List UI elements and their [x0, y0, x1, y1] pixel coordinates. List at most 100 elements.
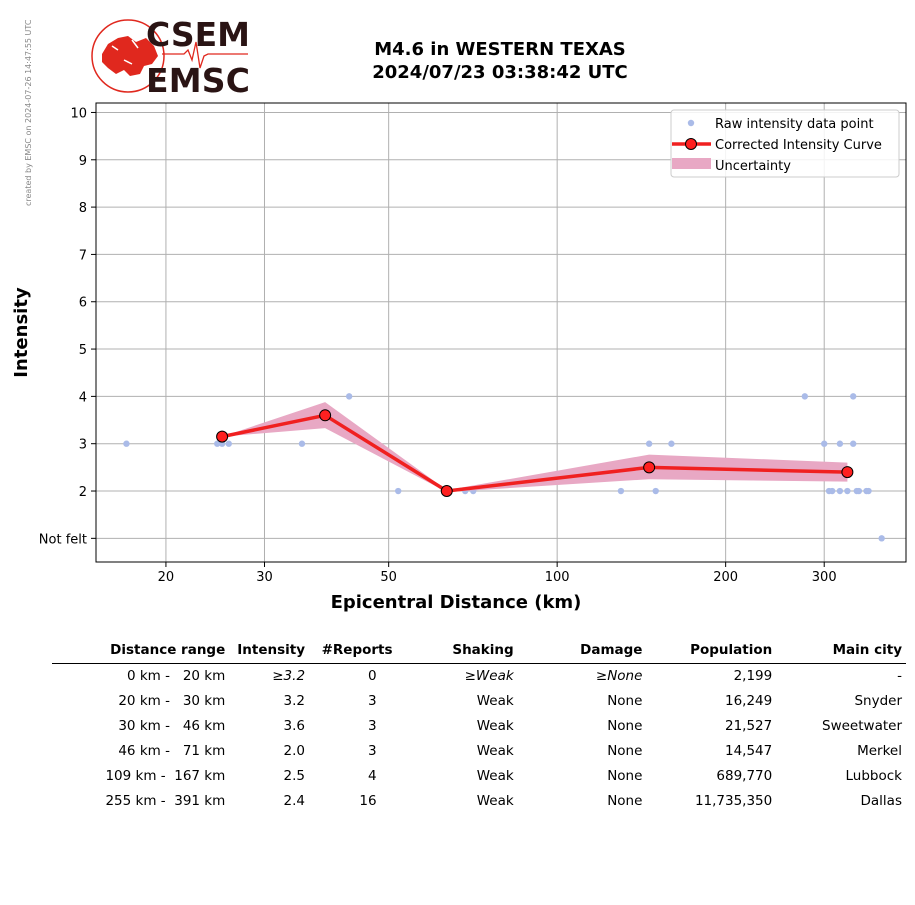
raw-data-point — [645, 440, 653, 447]
curve-point — [643, 461, 656, 474]
plot-frame — [95, 102, 907, 563]
legend-marker-curve — [685, 138, 697, 150]
cell-intensity: ≥3.2 — [272, 668, 306, 684]
cell-city: Snyder — [854, 693, 902, 709]
x-tick-label: 30 — [256, 570, 273, 585]
cell-reports: 0 — [367, 668, 377, 684]
col-header-distance: Distance range — [52, 640, 230, 664]
cell-shaking: Weak — [476, 743, 514, 759]
cell-population: 14,547 — [724, 743, 773, 759]
table-row: 20 km - 30 km 3.2 3 Weak None 16,249 Sny… — [52, 689, 906, 714]
cell-shaking: Weak — [476, 768, 514, 784]
raw-data-point — [855, 487, 863, 495]
logo-text-bottom: EMSC — [146, 61, 250, 96]
cell-distance: 30 km - 46 km — [118, 718, 226, 734]
raw-data-point — [652, 487, 659, 495]
legend-label: Uncertainty — [715, 159, 791, 174]
cell-intensity: 3.2 — [283, 693, 306, 709]
table-row: 255 km - 391 km 2.4 16 Weak None 11,735,… — [52, 789, 906, 814]
chart-legend: Raw intensity data point Corrected Intens… — [670, 109, 900, 178]
raw-data-point — [865, 487, 872, 495]
table-row: 109 km - 167 km 2.5 4 Weak None 689,770 … — [52, 764, 906, 789]
cell-population: 689,770 — [716, 768, 773, 784]
col-header-damage: Damage — [517, 640, 647, 664]
cell-population: 11,735,350 — [694, 793, 773, 809]
legend-label: Raw intensity data point — [715, 117, 874, 132]
col-header-intensity: Intensity — [229, 640, 310, 664]
cell-damage: None — [607, 743, 643, 759]
cell-shaking: Weak — [476, 793, 514, 809]
col-header-city: Main city — [776, 640, 906, 664]
logo-text-top: CSEM — [146, 16, 250, 54]
x-tick-label: 50 — [380, 570, 397, 585]
cell-city: Lubbock — [845, 768, 902, 784]
y-tick-label: 3 — [79, 438, 87, 453]
cell-shaking: Weak — [476, 718, 514, 734]
raw-data-point — [836, 440, 844, 447]
raw-data-point — [850, 393, 857, 400]
y-tick-label: 9 — [79, 154, 87, 169]
cell-distance: 255 km - 391 km — [105, 793, 226, 809]
cell-shaking: Weak — [476, 693, 514, 709]
raw-data-point — [225, 440, 232, 447]
cell-city: Dallas — [860, 793, 902, 809]
table-row: 46 km - 71 km 2.0 3 Weak None 14,547 Mer… — [52, 739, 906, 764]
cell-damage: None — [607, 718, 643, 734]
table-row: 30 km - 46 km 3.6 3 Weak None 21,527 Swe… — [52, 714, 906, 739]
cell-population: 16,249 — [724, 693, 773, 709]
distance-table: Distance range Intensity #Reports Shakin… — [52, 640, 906, 814]
x-tick-label: 20 — [158, 570, 175, 585]
col-header-population: Population — [646, 640, 777, 664]
intensity-chart: 20 30 50 100 200 300 Not felt 2 3 4 5 6 7 8 9 10 Epicent… — [11, 102, 907, 613]
table-row: 0 km - 20 km ≥3.2 0 ≥Weak ≥None 2,199 - — [52, 664, 906, 690]
y-tick-label: 10 — [70, 106, 87, 121]
cell-distance: 20 km - 30 km — [118, 693, 226, 709]
cell-distance: 109 km - 167 km — [105, 768, 226, 784]
cell-city: Merkel — [857, 743, 902, 759]
curve-point — [440, 485, 453, 498]
legend-label: Corrected Intensity Curve — [715, 138, 882, 153]
raw-data-point — [828, 487, 836, 495]
y-tick-label: 4 — [79, 390, 87, 405]
raw-data-point — [836, 487, 844, 495]
raw-data-point — [394, 487, 402, 495]
cell-damage: None — [607, 693, 643, 709]
curve-point — [319, 409, 332, 422]
x-tick-label: 200 — [713, 570, 738, 585]
x-tick-label: 300 — [812, 570, 837, 585]
raw-data-point — [844, 487, 851, 495]
y-tick-label: 2 — [79, 485, 87, 500]
cell-population: 21,527 — [724, 718, 773, 734]
cell-distance: 46 km - 71 km — [118, 743, 226, 759]
x-tick-label: 100 — [545, 570, 570, 585]
curve-point — [216, 430, 229, 443]
y-axis-label: Intensity — [11, 287, 32, 378]
cell-intensity: 2.5 — [283, 768, 306, 784]
cell-reports: 16 — [359, 793, 377, 809]
raw-data-point — [801, 393, 809, 400]
cell-population: 2,199 — [733, 668, 773, 684]
raw-data-point — [821, 440, 828, 447]
cell-reports: 4 — [367, 768, 377, 784]
cell-reports: 3 — [367, 693, 377, 709]
y-tick-label: 6 — [79, 296, 87, 311]
y-tick-label: 7 — [79, 248, 87, 263]
raw-data-point — [298, 440, 306, 447]
title-datetime: 2024/07/23 03:38:42 UTC — [372, 62, 628, 83]
cell-city: - — [897, 668, 902, 684]
y-tick-label: Not felt — [39, 532, 87, 547]
cell-damage: None — [607, 793, 643, 809]
x-axis-label: Epicentral Distance (km) — [331, 592, 582, 613]
raw-data-point — [850, 440, 857, 447]
cell-intensity: 2.0 — [283, 743, 306, 759]
raw-data-point — [617, 487, 625, 495]
cell-shaking: ≥Weak — [464, 668, 514, 684]
cell-reports: 3 — [367, 718, 377, 734]
title-event: M4.6 in WESTERN TEXAS — [374, 39, 626, 60]
cell-distance: 0 km - 20 km — [126, 668, 226, 684]
col-header-shaking: Shaking — [396, 640, 518, 664]
creation-note: created by EMSC on 2024-07-26 14:47:55 U… — [24, 19, 33, 206]
curve-point — [841, 466, 854, 479]
legend-box — [670, 109, 900, 178]
